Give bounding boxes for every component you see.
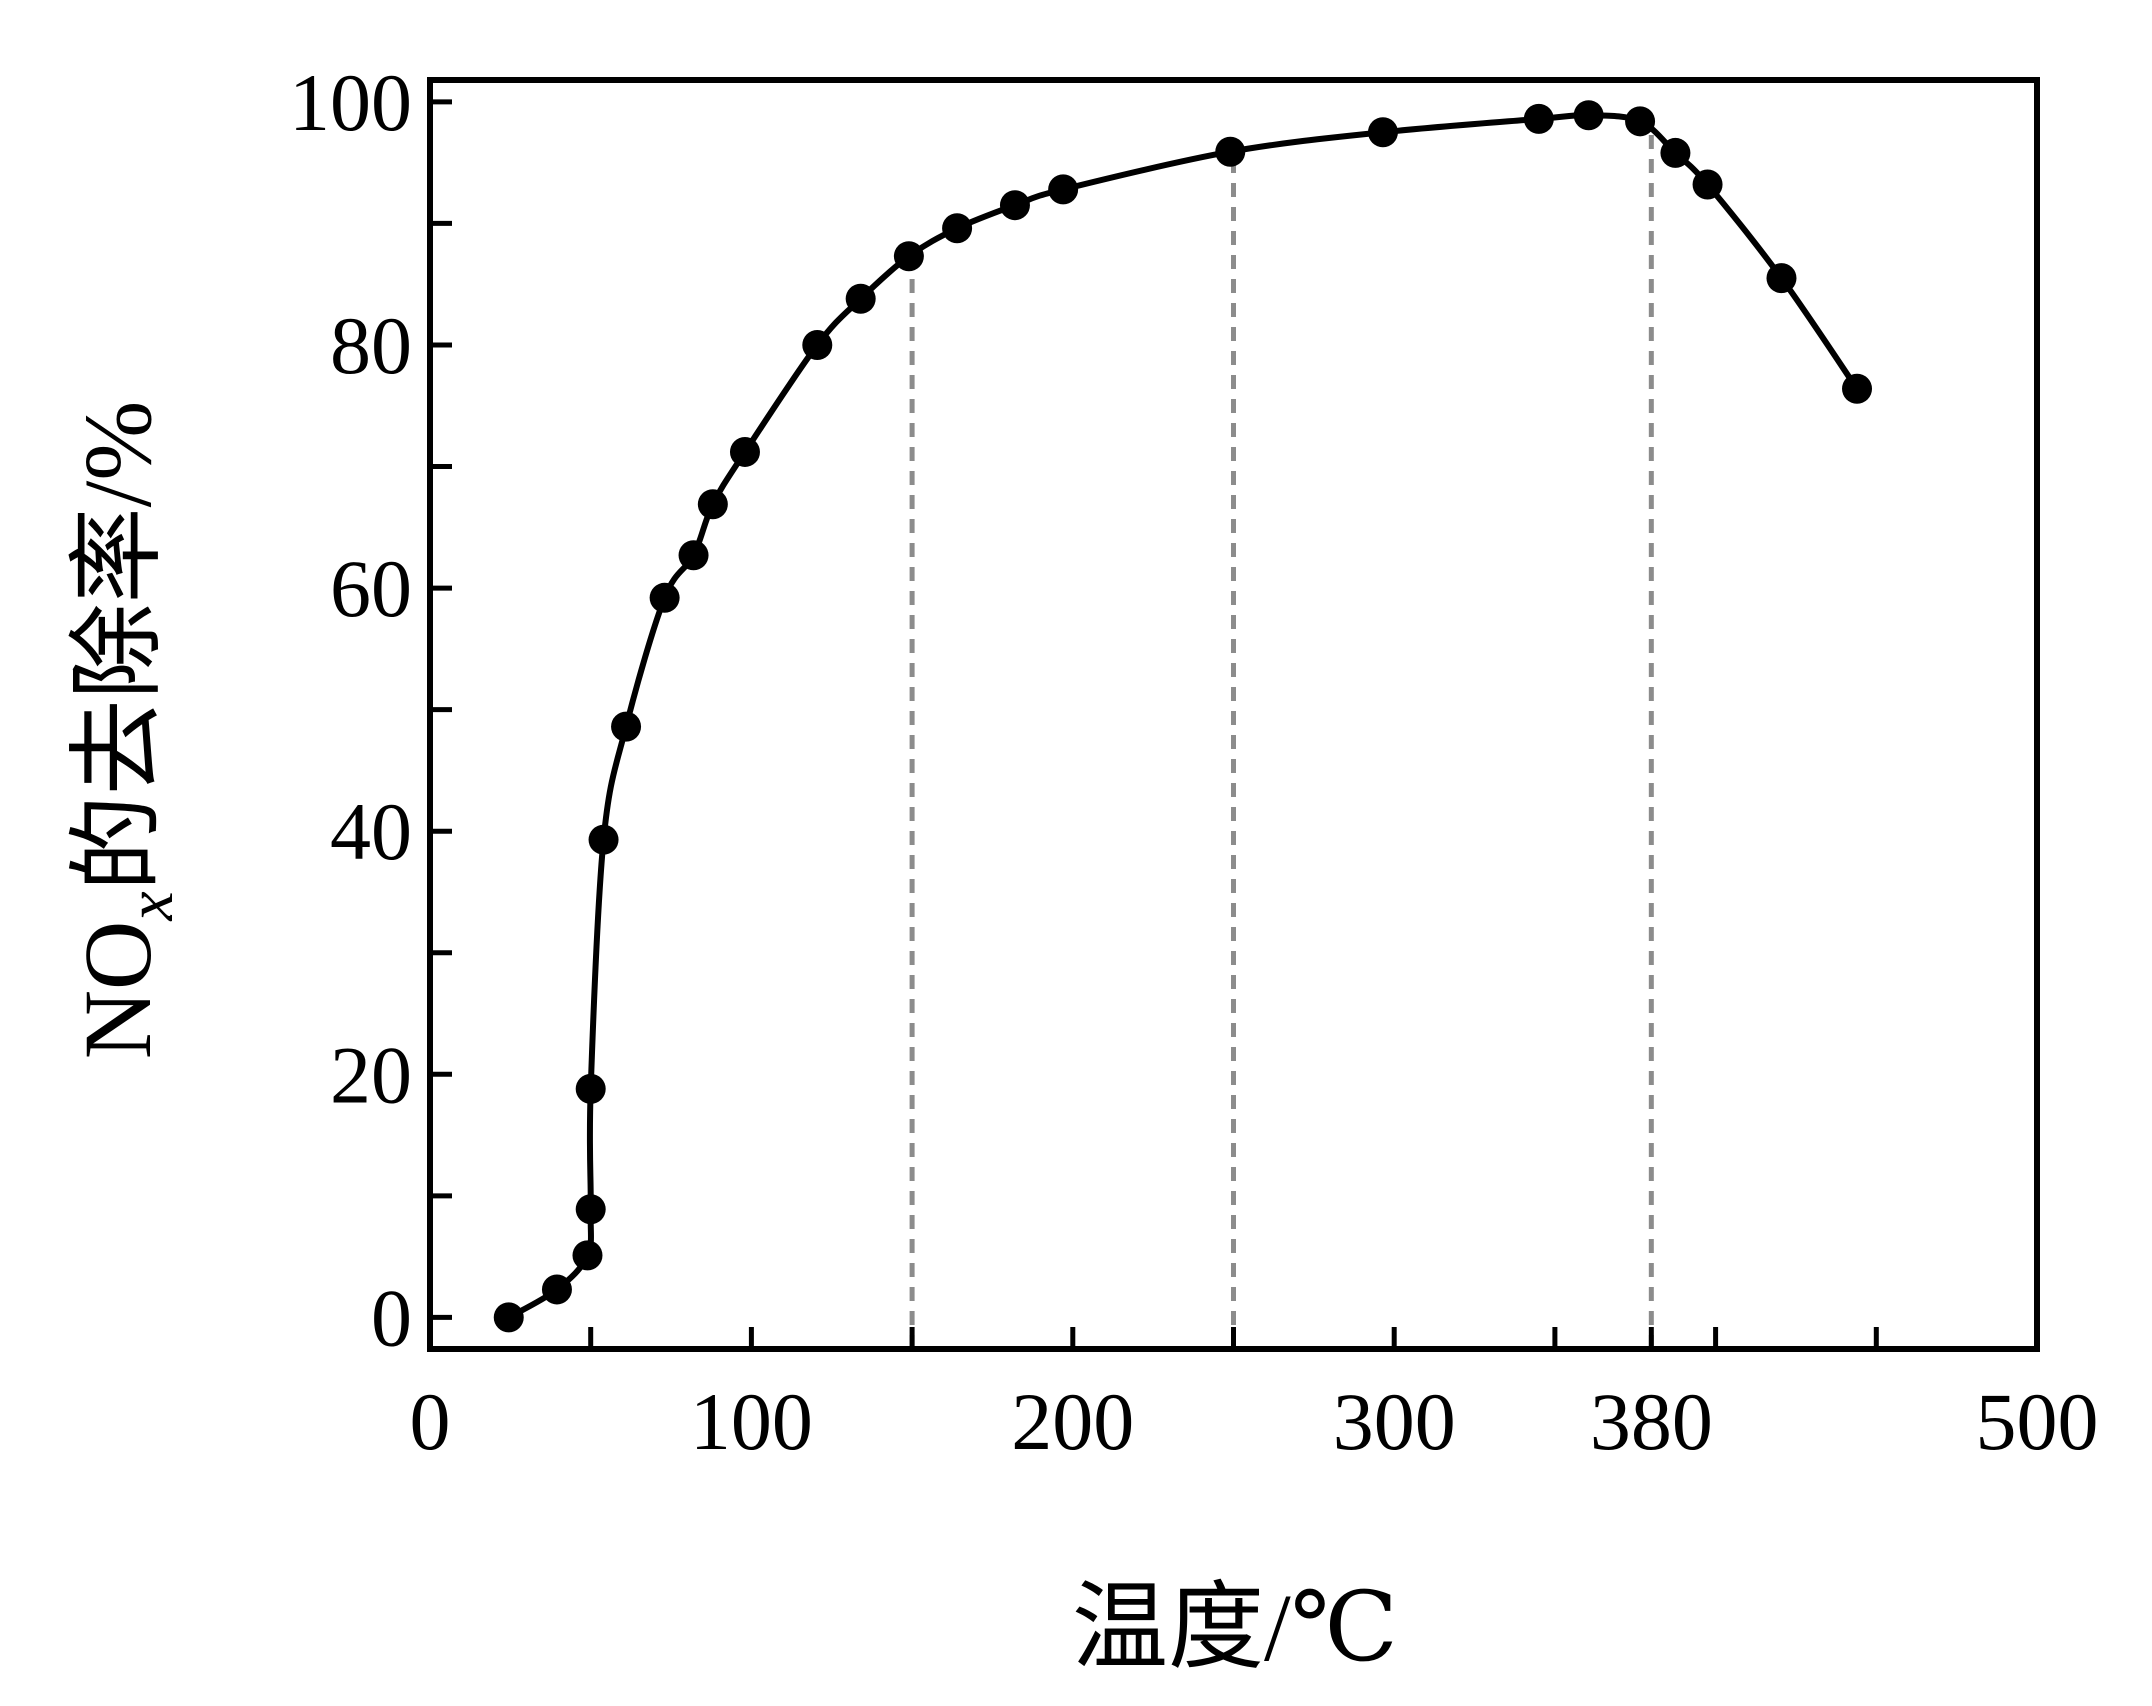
data-point (1842, 373, 1873, 404)
y-axis-label: NOx的去除率/% (64, 401, 187, 1060)
y-tick-label: 60 (330, 543, 412, 634)
y-tick-label: 20 (330, 1029, 412, 1120)
data-point (999, 190, 1030, 221)
data-point (575, 1073, 606, 1104)
y-tick-label: 40 (330, 786, 412, 877)
data-point (697, 489, 728, 520)
data-point (1692, 169, 1723, 200)
x-tick-label: 300 (1333, 1376, 1456, 1467)
data-point (572, 1240, 603, 1271)
y-label-part: NO (64, 921, 171, 1060)
data-point (493, 1302, 524, 1333)
data-point (649, 582, 680, 613)
data-point (1215, 136, 1246, 167)
y-tick-label: 80 (330, 300, 412, 391)
data-point (1367, 117, 1398, 148)
series-line (507, 112, 1860, 1321)
x-tick-label: 100 (690, 1376, 813, 1467)
data-point (588, 824, 619, 855)
data-point (1048, 174, 1079, 205)
data-point (1573, 100, 1604, 131)
x-tick-label: 500 (1976, 1376, 2099, 1467)
data-point (1660, 137, 1691, 168)
y-label-sub: x (114, 891, 187, 921)
x-axis-label: 温度/℃ (1072, 1574, 1398, 1681)
plot-frame (427, 77, 2040, 1352)
data-point (611, 711, 642, 742)
data-point (1523, 103, 1554, 134)
data-point (541, 1274, 572, 1305)
x-tick-label: 380 (1590, 1376, 1713, 1467)
data-point (729, 436, 760, 467)
data-point (893, 241, 924, 272)
data-point (1766, 263, 1797, 294)
data-point (802, 329, 833, 360)
y-tick-label: 0 (371, 1272, 412, 1363)
data-point (942, 213, 973, 244)
x-tick-label: 200 (1011, 1376, 1134, 1467)
data-point (845, 283, 876, 314)
y-label-part: 的去除率/% (64, 401, 171, 892)
data-point (575, 1194, 606, 1225)
x-tick-label: 0 (410, 1376, 451, 1467)
y-tick-label: 100 (289, 57, 412, 148)
data-point (1625, 106, 1656, 137)
data-point (678, 540, 709, 571)
